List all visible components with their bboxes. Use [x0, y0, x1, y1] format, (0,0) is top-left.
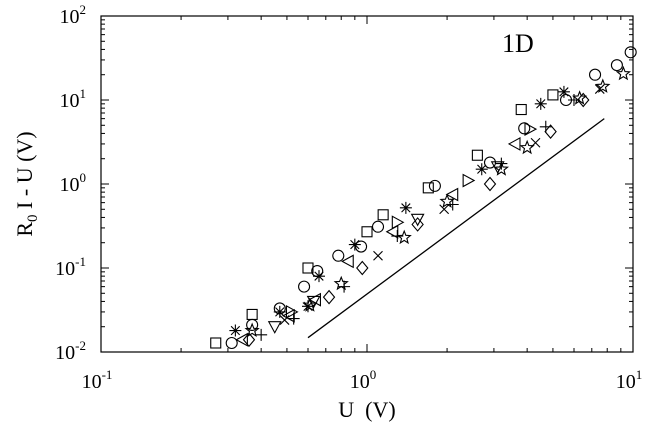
- y-tick-label: 10-1: [55, 254, 86, 280]
- data-point-asterisk: [557, 85, 570, 98]
- data-marks: [210, 46, 637, 350]
- data-point-square: [471, 149, 483, 161]
- data-point-square: [422, 182, 434, 194]
- data-point-star: [615, 65, 631, 81]
- data-point-star: [396, 229, 412, 245]
- data-point-plus: [539, 120, 552, 133]
- y-tick-label: 102: [60, 2, 87, 28]
- data-point-triangle-right: [391, 215, 405, 230]
- data-point-triangle-right: [462, 173, 476, 188]
- y-tick-label: 10-2: [55, 338, 86, 364]
- data-point-asterisk: [534, 97, 547, 110]
- data-point-plus: [255, 328, 268, 341]
- data-point-circle: [225, 336, 238, 350]
- data-point-star: [595, 78, 611, 93]
- data-point-asterisk: [273, 305, 286, 318]
- data-point-circle: [483, 156, 497, 169]
- x-axis-label: U (V): [338, 397, 395, 422]
- data-point-asterisk: [399, 201, 412, 214]
- data-point-diamond: [483, 176, 497, 192]
- data-point-circle: [371, 220, 385, 233]
- y-tick-label: 100: [60, 170, 87, 196]
- axis-ticks: 10-1 100 101 10-2 10-1 100 101 102: [55, 2, 642, 393]
- data-point-diamond: [577, 92, 590, 108]
- data-point-diamond: [322, 289, 336, 305]
- data-point-star: [302, 297, 318, 312]
- plot-frame: [100, 15, 634, 353]
- data-point-star: [333, 275, 349, 291]
- data-point-asterisk: [348, 238, 361, 251]
- data-point-triangle-left: [445, 187, 459, 202]
- data-point-diamond: [544, 124, 557, 139]
- data-point-asterisk: [475, 163, 488, 176]
- data-point-square: [515, 103, 527, 116]
- data-point-circle: [624, 46, 637, 59]
- data-point-circle: [518, 122, 531, 135]
- data-point-circle: [589, 68, 602, 81]
- data-point-square: [210, 337, 222, 349]
- data-point-asterisk: [229, 324, 242, 337]
- data-point-square: [377, 209, 389, 221]
- data-point-triangle-right: [524, 122, 538, 137]
- data-point-circle: [332, 249, 345, 262]
- data-point-star: [519, 139, 535, 155]
- data-point-cross: [439, 204, 450, 215]
- y-label-sub: 0: [25, 214, 41, 222]
- data-point-square: [547, 89, 559, 101]
- data-point-star: [439, 193, 455, 208]
- y-label-rest: I - U (V): [12, 131, 37, 214]
- data-point-asterisk: [301, 300, 314, 313]
- x-tick-label: 100: [350, 367, 377, 393]
- y-axis-label: R0 I - U (V): [12, 131, 41, 236]
- data-point-diamond: [411, 217, 424, 232]
- data-point-diamond: [356, 260, 369, 276]
- x-tick-label: 10-1: [82, 367, 113, 393]
- data-point-triangle-down: [267, 321, 282, 334]
- annotation-label: 1D: [502, 29, 534, 58]
- data-point-circle: [355, 240, 368, 253]
- data-point-diamond: [242, 332, 256, 348]
- data-point-asterisk: [312, 270, 325, 283]
- data-point-triangle-down: [410, 213, 425, 227]
- data-point-triangle-left: [235, 332, 248, 347]
- data-point-circle: [298, 280, 311, 293]
- data-point-star: [493, 161, 509, 176]
- data-point-cross: [373, 250, 383, 261]
- data-point-square: [361, 226, 373, 238]
- data-point-plus: [287, 312, 300, 325]
- y-label-base: R: [12, 222, 37, 237]
- x-tick-label: 101: [616, 367, 643, 393]
- data-point-cross: [279, 315, 290, 325]
- data-point-circle: [428, 179, 441, 192]
- data-point-triangle-left: [507, 136, 521, 151]
- data-point-star: [244, 322, 260, 338]
- reference-line: [307, 118, 605, 339]
- data-point-triangle-right: [285, 304, 299, 319]
- data-point-star: [571, 90, 588, 105]
- plot-area: [101, 16, 633, 352]
- y-tick-label: 101: [60, 86, 87, 112]
- data-point-circle: [246, 318, 259, 331]
- data-point-plus: [391, 230, 404, 243]
- data-point-triangle-left: [341, 254, 354, 269]
- data-point-circle: [610, 59, 623, 72]
